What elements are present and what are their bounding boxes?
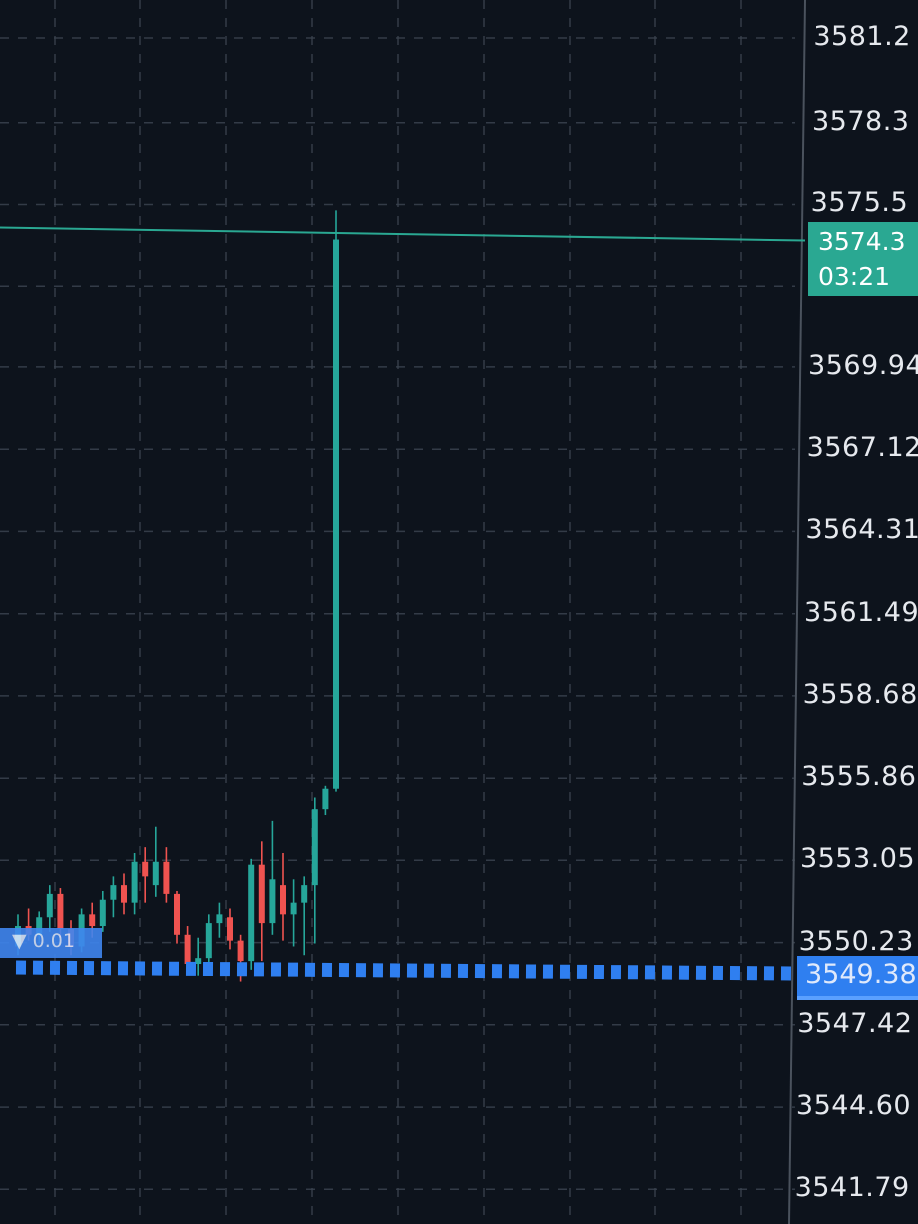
candle-body[interactable] <box>89 914 96 927</box>
candle-body[interactable] <box>237 940 244 962</box>
candle-body[interactable] <box>99 899 106 927</box>
candle-body[interactable] <box>163 861 170 894</box>
candle-body[interactable] <box>46 893 53 918</box>
candle-countdown: 03:21 <box>818 261 891 291</box>
position-line[interactable] <box>15 960 796 981</box>
candle-body[interactable] <box>269 879 276 924</box>
order-arrow-icon: ▼ <box>12 929 33 952</box>
price-tick-label: 3578.3 <box>811 105 910 137</box>
candle-body[interactable] <box>57 893 64 929</box>
candle-body[interactable] <box>121 885 127 903</box>
candle-body[interactable] <box>301 885 308 903</box>
candle-body[interactable] <box>131 861 138 903</box>
order-volume-value: 0.01 <box>32 929 75 952</box>
candle-body[interactable] <box>227 917 233 941</box>
candle-body[interactable] <box>195 958 202 965</box>
candle-body[interactable] <box>205 923 212 959</box>
candle-body[interactable] <box>258 864 265 924</box>
price-tick-label: 3547.42 <box>797 1007 913 1039</box>
candle-body[interactable] <box>184 934 191 965</box>
price-tick-label: 3558.68 <box>802 678 918 710</box>
candle-body[interactable] <box>280 885 286 915</box>
candle-body[interactable] <box>110 885 117 900</box>
price-tick-label: 3555.86 <box>801 761 917 793</box>
candle-body[interactable] <box>311 809 318 886</box>
candle-body[interactable] <box>290 902 297 915</box>
candle-body[interactable] <box>152 861 159 886</box>
candle-body[interactable] <box>333 239 339 789</box>
candle-body[interactable] <box>216 914 223 924</box>
price-tick-label: 3561.49 <box>803 596 918 628</box>
price-tick-label: 3553.05 <box>799 843 916 875</box>
price-tick-label: 3575.5 <box>810 187 909 219</box>
price-tick-label: 3564.31 <box>805 514 918 546</box>
candle-body[interactable] <box>248 864 255 962</box>
last-price-line <box>0 226 806 242</box>
candle-body[interactable] <box>36 917 43 935</box>
candle-body[interactable] <box>174 893 180 935</box>
order-volume-marker[interactable]: ▼ 0.01 <box>0 927 102 958</box>
position-price-tag[interactable]: 3549.38 <box>797 955 918 1000</box>
last-price-tag: 3574.3 03:21 <box>808 221 918 296</box>
candle-body[interactable] <box>142 861 149 877</box>
last-price-value: 3574.3 <box>818 226 906 256</box>
price-tick-label: 3541.79 <box>794 1172 910 1204</box>
price-tick-label: 3550.23 <box>798 925 914 957</box>
price-axis-border <box>788 0 806 1224</box>
price-tick-label: 3581.2 <box>813 20 911 52</box>
price-tick-label: 3544.60 <box>795 1090 912 1122</box>
candle-body[interactable] <box>322 788 329 810</box>
price-tick-label: 3567.12 <box>806 432 918 464</box>
position-price-value: 3549.38 <box>805 958 917 990</box>
price-tick-label: 3569.94 <box>808 349 918 381</box>
